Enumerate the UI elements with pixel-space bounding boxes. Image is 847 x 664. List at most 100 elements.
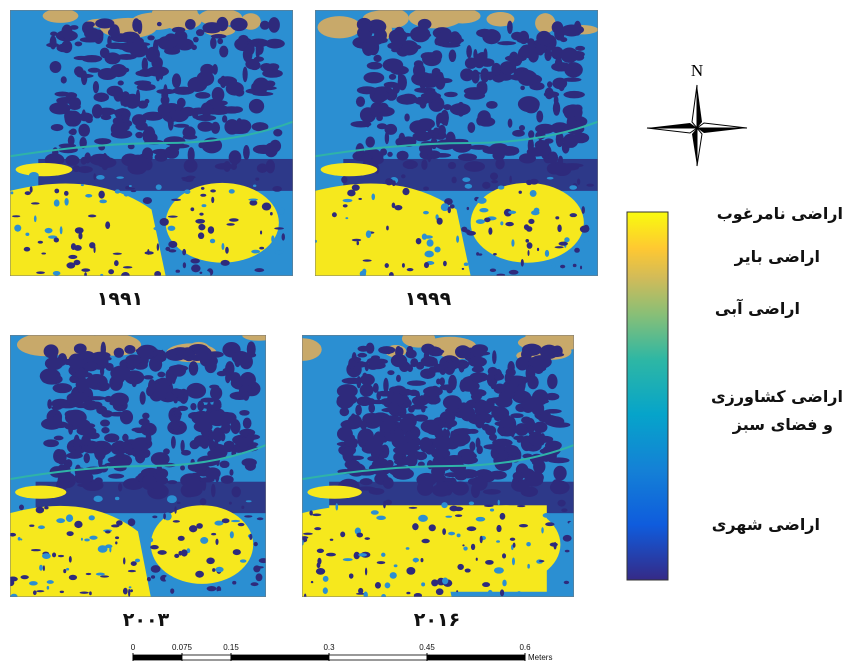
urban (562, 104, 581, 117)
speckle (406, 591, 411, 595)
urban (224, 119, 240, 135)
speckle (249, 200, 258, 206)
urban (367, 456, 379, 462)
urban (336, 384, 358, 398)
speckle (80, 537, 83, 541)
speckle (413, 593, 423, 597)
speckle (152, 208, 160, 216)
scale-segment (426, 654, 526, 661)
speckle (154, 270, 162, 276)
yellow-spit (320, 162, 378, 177)
speckle (358, 197, 362, 201)
speckle (29, 524, 35, 527)
urban (544, 87, 554, 100)
urban (74, 41, 83, 47)
urban (176, 396, 185, 402)
urban (68, 98, 81, 107)
urban (67, 135, 75, 146)
urban (81, 54, 103, 63)
urban (105, 362, 114, 371)
urban (229, 469, 234, 476)
speckle (207, 226, 215, 234)
urban (406, 380, 426, 386)
speckle (271, 235, 275, 243)
urban (114, 440, 126, 450)
urban (488, 433, 497, 441)
speckle (436, 217, 443, 225)
speckle (443, 260, 447, 267)
speckle (493, 253, 497, 256)
urban (43, 439, 59, 448)
urban (91, 104, 103, 119)
urban (64, 110, 78, 127)
river (302, 444, 574, 481)
urban (445, 415, 453, 430)
urban (491, 62, 502, 76)
urban (549, 422, 571, 428)
legend-label: اراضی بایر (734, 247, 820, 266)
speckle (97, 545, 108, 553)
speckle (401, 263, 405, 268)
urban (365, 438, 383, 453)
urban (272, 67, 279, 78)
urban (437, 124, 446, 137)
speckle (211, 196, 215, 204)
urban (544, 408, 562, 414)
urban (339, 407, 350, 417)
speckle (20, 538, 23, 541)
speckle (475, 516, 486, 522)
urban (348, 358, 356, 370)
urban (242, 66, 248, 83)
urban (387, 370, 395, 376)
speckle (33, 215, 37, 223)
urban (368, 399, 387, 405)
urban (410, 358, 419, 368)
speckle (501, 553, 507, 559)
urban (405, 349, 417, 359)
urban (527, 375, 539, 390)
speckle (315, 568, 326, 575)
urban (210, 37, 217, 49)
speckle (454, 514, 463, 517)
speckle (196, 523, 203, 529)
urban (217, 38, 224, 45)
speckle (10, 576, 18, 582)
urban (388, 73, 397, 80)
speckle (195, 570, 204, 578)
urban (171, 26, 186, 33)
speckle (165, 575, 174, 582)
speckle (155, 184, 162, 190)
urban (432, 152, 452, 158)
urban (74, 66, 84, 77)
speckle (431, 579, 439, 587)
speckle (401, 174, 406, 179)
speckle (123, 557, 126, 565)
speckle (89, 242, 96, 249)
urban (440, 109, 449, 126)
speckle (42, 565, 45, 572)
urban (450, 430, 455, 442)
urban (562, 77, 582, 82)
urban (180, 465, 185, 471)
speckle (482, 582, 491, 588)
urban (225, 372, 231, 384)
speckle (11, 215, 21, 218)
speckle (456, 533, 461, 538)
urban (100, 114, 112, 121)
speckle (370, 510, 379, 515)
speckle (175, 269, 181, 273)
speckle (536, 247, 540, 252)
speckle (89, 591, 92, 596)
speckle (150, 565, 161, 573)
urban (105, 42, 125, 50)
urban (434, 363, 446, 371)
speckle (462, 177, 471, 182)
urban (384, 125, 392, 134)
speckle (239, 559, 247, 563)
speckle (538, 560, 545, 563)
urban (174, 409, 181, 417)
speckle (406, 268, 414, 272)
speckle (364, 537, 371, 540)
urban (466, 45, 472, 59)
speckle (442, 528, 446, 536)
